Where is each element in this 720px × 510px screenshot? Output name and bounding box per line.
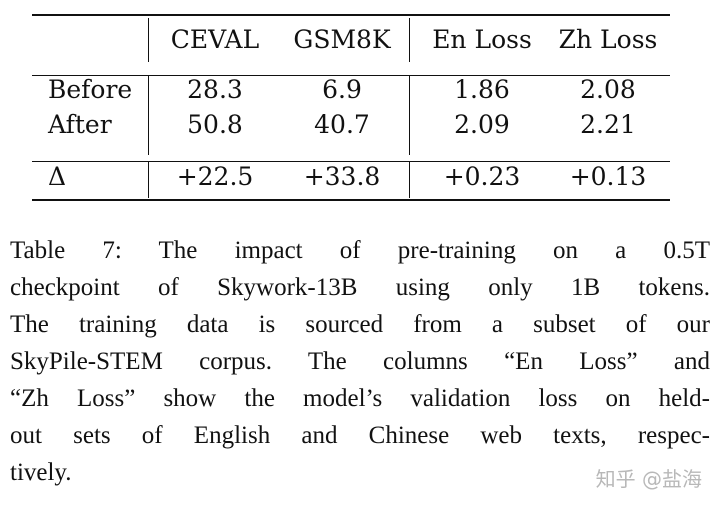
table-vline-2 (409, 75, 410, 155)
table-cell: 50.8 (187, 110, 243, 139)
watermark: 知乎 @盐海 (595, 467, 702, 491)
table-top-rule (32, 14, 670, 16)
table-cell: +0.13 (569, 162, 647, 191)
caption-line: SkyPile-STEM corpus. The columns “En Los… (10, 348, 710, 375)
caption-line: tively. (10, 459, 72, 486)
table-cell: 2.08 (580, 75, 636, 104)
table-vline-1 (148, 162, 149, 198)
table-cell: 6.9 (322, 75, 362, 104)
table-cell: +22.5 (176, 162, 254, 191)
table-cell: 1.86 (454, 75, 510, 104)
row-label: Before (48, 75, 133, 104)
table-vline-1 (148, 18, 149, 62)
table-header-rule (32, 75, 670, 76)
table-bottom-rule (32, 199, 670, 201)
column-header: GSM8K (293, 25, 391, 54)
caption-line: “Zh Loss” show the model’s validation lo… (10, 385, 710, 412)
table-cell: +33.8 (303, 162, 381, 191)
table-cell: +0.23 (443, 162, 521, 191)
table-cell: 2.09 (454, 110, 510, 139)
column-header: En Loss (432, 25, 532, 54)
caption-line: Table 7: The impact of pre-training on a… (10, 237, 710, 264)
caption-line: The training data is sourced from a subs… (10, 311, 710, 338)
row-label: After (48, 110, 112, 139)
table-vline-2 (409, 162, 410, 198)
table-caption: Table 7: The impact of pre-training on a… (10, 232, 710, 491)
table-vline-2 (409, 18, 410, 62)
row-label: Δ (48, 162, 67, 191)
table-vline-1 (148, 75, 149, 155)
column-header: CEVAL (170, 25, 260, 54)
caption-line: checkpoint of Skywork-13B using only 1B … (10, 274, 710, 301)
column-header: Zh Loss (558, 25, 658, 54)
table-cell: 2.21 (580, 110, 636, 139)
results-table: CEVAL GSM8K En Loss Zh Loss Before 28.3 … (32, 12, 670, 202)
table-cell: 40.7 (314, 110, 370, 139)
table-delta-rule (32, 161, 670, 162)
caption-line: out sets of English and Chinese web text… (10, 422, 710, 449)
table-cell: 28.3 (187, 75, 243, 104)
